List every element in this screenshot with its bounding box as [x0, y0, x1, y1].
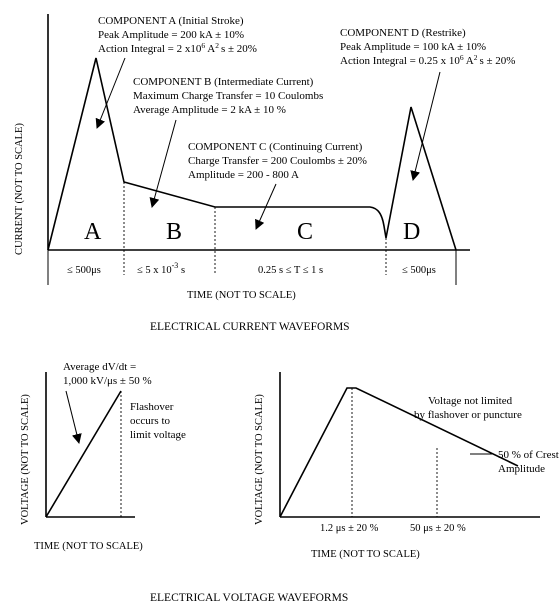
region-letter-a: A — [84, 219, 102, 245]
component-d-annotation: COMPONENT D (Restrike) Peak Amplitude = … — [340, 27, 515, 181]
voltage-left-y-axis-label: VOLTAGE (NOT TO SCALE) — [20, 394, 31, 525]
component-d-line2: Action Integral = 0.25 x 106 A2 s ± 20% — [340, 53, 515, 67]
current-x-axis-label: TIME (NOT TO SCALE) — [187, 290, 296, 301]
component-b-annotation: COMPONENT B (Intermediate Current) Maxim… — [133, 76, 323, 208]
voltage-left-chart: Average dV/dt = 1,000 kV/μs ± 50 % Flash… — [20, 361, 186, 552]
voltage-left-ramp — [45, 390, 122, 518]
region-letter-d: D — [403, 219, 420, 245]
component-a-title: COMPONENT A (Initial Stroke) — [98, 15, 244, 27]
voltage-right-curve — [279, 387, 519, 518]
component-b-line2: Average Amplitude = 2 kA ± 10 % — [133, 104, 286, 116]
tick-label-decay-time: 50 μs ± 20 % — [410, 523, 466, 534]
dvdt-label-line2: 1,000 kV/μs ± 50 % — [63, 375, 152, 387]
duration-b: ≤ 5 x 10-3 s — [137, 261, 185, 276]
voltage-right-y-axis-label: VOLTAGE (NOT TO SCALE) — [254, 394, 265, 525]
crest-label-line2: Amplitude — [498, 463, 545, 475]
component-c-arrow — [255, 183, 277, 230]
component-c-line1: Charge Transfer = 200 Coulombs ± 20% — [188, 155, 367, 167]
duration-a: ≤ 500μs — [67, 265, 101, 276]
region-letter-b: B — [166, 219, 182, 245]
component-b-arrow — [149, 119, 177, 208]
tick-label-rise-time: 1.2 μs ± 20 % — [320, 523, 379, 534]
voltage-caption: ELECTRICAL VOLTAGE WAVEFORMS — [150, 592, 348, 604]
current-caption: ELECTRICAL CURRENT WAVEFORMS — [150, 321, 350, 333]
component-d-line1: Peak Amplitude = 100 kA ± 10% — [340, 41, 486, 53]
current-waveform-curve — [47, 57, 457, 251]
component-c-title: COMPONENT C (Continuing Current) — [188, 141, 363, 153]
voltage-left-x-axis-label: TIME (NOT TO SCALE) — [34, 541, 143, 552]
flashover-line3: limit voltage — [130, 429, 186, 441]
component-c-annotation: COMPONENT C (Continuing Current) Charge … — [188, 141, 367, 230]
voltage-not-limited-line1: Voltage not limited — [428, 395, 513, 407]
voltage-not-limited-line2: by flashover or puncture — [414, 409, 522, 421]
region-letter-c: C — [297, 219, 313, 245]
duration-d: ≤ 500μs — [402, 265, 436, 276]
component-d-title: COMPONENT D (Restrike) — [340, 27, 466, 39]
component-b-line1: Maximum Charge Transfer = 10 Coulombs — [133, 90, 323, 102]
crest-label-line1: 50 % of Crest — [498, 449, 559, 461]
component-a-line1: Peak Amplitude = 200 kA ± 10% — [98, 29, 244, 41]
flashover-line2: occurs to — [130, 415, 171, 427]
flashover-line1: Flashover — [130, 401, 174, 413]
dvdt-label-line1: Average dV/dt = — [63, 361, 136, 373]
dvdt-arrow — [65, 390, 82, 444]
component-a-line2: Action Integral = 2 x106 A2 s ± 20% — [98, 41, 257, 55]
component-c-line2: Amplitude = 200 - 800 A — [188, 169, 299, 181]
current-waveform-chart: A B C D ≤ 500μs ≤ 5 x 10-3 s 0.25 s ≤ T … — [14, 14, 515, 333]
component-b-title: COMPONENT B (Intermediate Current) — [133, 76, 314, 88]
current-y-axis-label: CURRENT (NOT TO SCALE) — [14, 123, 25, 255]
voltage-right-x-axis-label: TIME (NOT TO SCALE) — [311, 549, 420, 560]
component-d-arrow — [410, 71, 441, 181]
component-a-arrow — [95, 57, 126, 129]
component-a-annotation: COMPONENT A (Initial Stroke) Peak Amplit… — [95, 15, 257, 129]
voltage-right-chart: Voltage not limited by flashover or punc… — [254, 372, 559, 560]
duration-c: 0.25 s ≤ T ≤ 1 s — [258, 265, 323, 276]
